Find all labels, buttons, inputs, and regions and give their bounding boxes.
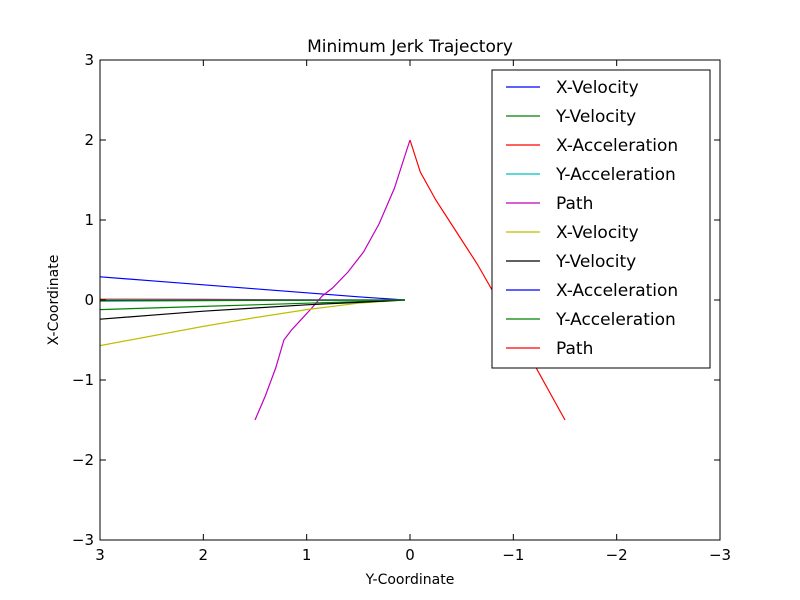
legend-label: Y-Acceleration	[555, 310, 676, 330]
legend-label: X-Acceleration	[556, 136, 678, 156]
legend-label: Y-Velocity	[555, 107, 636, 127]
y-tick-label: −2	[72, 451, 94, 469]
y-axis-label: X-Coordinate	[46, 255, 62, 346]
chart-title: Minimum Jerk Trajectory	[307, 37, 513, 57]
y-tick-label: 0	[84, 291, 94, 309]
legend-label: X-Velocity	[556, 223, 639, 243]
legend-label: Path	[556, 194, 593, 214]
legend-label: X-Acceleration	[556, 281, 678, 301]
series-line-10	[409, 139, 566, 421]
legend-box	[491, 69, 711, 369]
x-tick-label: −2	[606, 546, 628, 564]
series-line-7	[99, 299, 405, 320]
y-tick-label: 3	[84, 51, 94, 69]
y-tick-label: −1	[72, 371, 94, 389]
legend: X-Velocity Y-Velocity X-Acceleration Y-Acce…	[491, 69, 711, 369]
y-tick-label: 1	[84, 211, 94, 229]
x-tick-label: 3	[95, 546, 105, 564]
x-tick-label: −3	[709, 546, 731, 564]
legend-label: Path	[556, 339, 593, 359]
series-line-1	[99, 276, 405, 301]
legend-label: X-Velocity	[556, 78, 639, 98]
series-layer	[99, 139, 566, 421]
x-tick-label: −1	[502, 546, 524, 564]
y-tick-label: 2	[84, 131, 94, 149]
legend-label: Y-Acceleration	[555, 165, 676, 185]
x-axis-label: Y-Coordinate	[365, 572, 455, 588]
series-line-5	[254, 139, 411, 421]
y-tick-label: −3	[72, 531, 94, 549]
series-line-2	[99, 299, 405, 311]
legend-label: Y-Velocity	[555, 252, 636, 272]
x-tick-label: 2	[199, 546, 209, 564]
x-tick-label: 1	[302, 546, 312, 564]
series-line-6	[99, 299, 405, 347]
x-tick-label: 0	[405, 546, 415, 564]
series-line-9	[99, 299, 405, 302]
